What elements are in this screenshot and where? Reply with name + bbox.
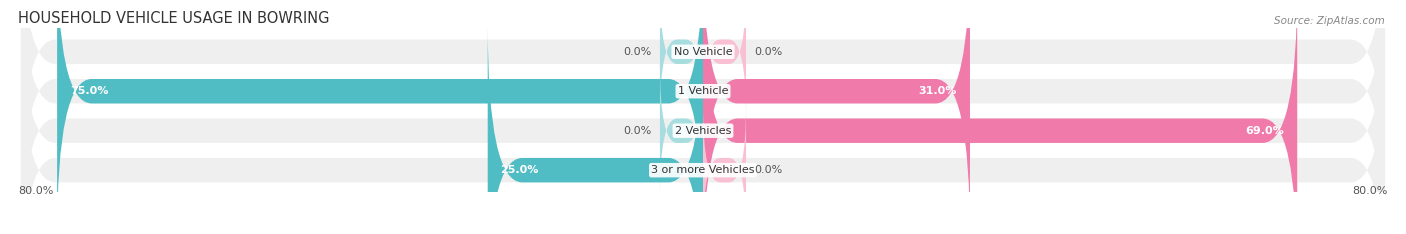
Text: No Vehicle: No Vehicle xyxy=(673,47,733,57)
Text: 3 or more Vehicles: 3 or more Vehicles xyxy=(651,165,755,175)
FancyBboxPatch shape xyxy=(488,25,703,234)
FancyBboxPatch shape xyxy=(21,25,1385,234)
FancyBboxPatch shape xyxy=(58,0,703,234)
Text: 80.0%: 80.0% xyxy=(18,186,53,196)
Text: 0.0%: 0.0% xyxy=(755,165,783,175)
FancyBboxPatch shape xyxy=(703,0,970,234)
FancyBboxPatch shape xyxy=(659,64,703,197)
Text: 31.0%: 31.0% xyxy=(918,86,957,96)
Text: 0.0%: 0.0% xyxy=(623,47,651,57)
Text: 69.0%: 69.0% xyxy=(1246,126,1284,136)
Text: 0.0%: 0.0% xyxy=(755,47,783,57)
FancyBboxPatch shape xyxy=(21,0,1385,197)
Text: 75.0%: 75.0% xyxy=(70,86,108,96)
Text: 0.0%: 0.0% xyxy=(623,126,651,136)
FancyBboxPatch shape xyxy=(703,103,747,234)
FancyBboxPatch shape xyxy=(703,0,1298,234)
FancyBboxPatch shape xyxy=(21,0,1385,234)
FancyBboxPatch shape xyxy=(703,0,747,118)
Text: 2 Vehicles: 2 Vehicles xyxy=(675,126,731,136)
FancyBboxPatch shape xyxy=(659,0,703,118)
Text: 25.0%: 25.0% xyxy=(501,165,538,175)
Text: 1 Vehicle: 1 Vehicle xyxy=(678,86,728,96)
Text: 80.0%: 80.0% xyxy=(1353,186,1388,196)
Text: HOUSEHOLD VEHICLE USAGE IN BOWRING: HOUSEHOLD VEHICLE USAGE IN BOWRING xyxy=(18,11,330,26)
FancyBboxPatch shape xyxy=(21,0,1385,234)
Text: Source: ZipAtlas.com: Source: ZipAtlas.com xyxy=(1274,16,1385,26)
